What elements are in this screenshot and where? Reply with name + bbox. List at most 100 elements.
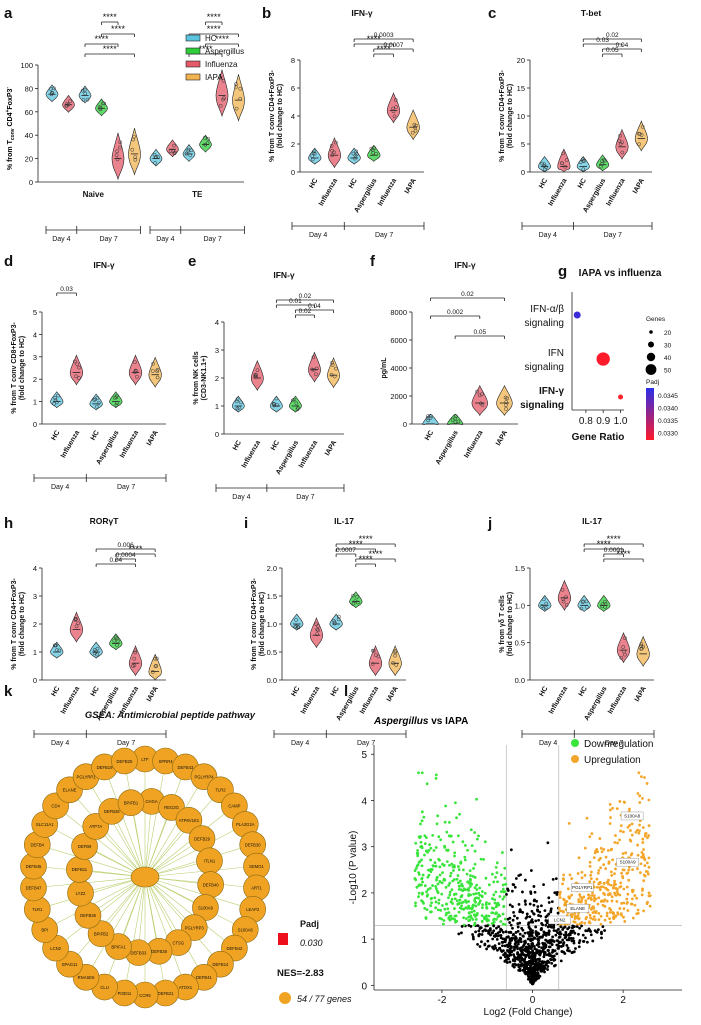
panel-j-violin-iapa-point (639, 647, 644, 651)
panel-b-violin-aspergillus-point (372, 146, 377, 150)
panel-l-point (476, 943, 479, 946)
panel-l-point (462, 887, 466, 891)
panel-l-point (589, 916, 592, 920)
panel-l-point (567, 933, 571, 937)
panel-l-point (447, 896, 450, 900)
panel-h-ytick-label: 0 (33, 676, 37, 685)
panel-d-xlabel-5: IAPA (146, 430, 160, 448)
panel-l-point (438, 880, 442, 884)
panel-k-edge (144, 876, 186, 988)
panel-k-gene-label: BPIFB1 (124, 801, 139, 806)
panel-l-point (636, 792, 640, 795)
panel-h-letter: h (4, 515, 13, 532)
panel-k-padj-title: Padj (300, 919, 319, 929)
panel-j-violin-aspergillus-point (603, 599, 607, 604)
panel-a-sig-label: **** (207, 12, 222, 22)
panel-j-ytick-label: 1.5 (515, 564, 525, 573)
panel-g-padj-title: Padj (646, 379, 659, 386)
panel-k-gene-label: ART1 (251, 886, 262, 891)
panel-j-ytick-label: 1.0 (515, 601, 525, 610)
panel-a-violin-point (153, 155, 158, 159)
panel-l-point (532, 945, 536, 948)
panel-i-xlabel-4: Influenza (359, 685, 380, 715)
panel-l-point (485, 917, 489, 921)
panel-l-point (568, 895, 572, 899)
panel-l-point (472, 937, 475, 941)
panel-j-violin-hc-point (541, 597, 546, 602)
panel-l-point (638, 794, 642, 798)
panel-d-violin-aspergillus-point (113, 396, 117, 400)
panel-e-violin-hc-point (235, 399, 239, 404)
panel-l-point (455, 816, 458, 820)
panel-i-violin-hc-point (293, 625, 298, 629)
panel-l-point (449, 871, 453, 875)
panel-b-violin-hc-point (354, 149, 359, 154)
panel-k-gene-node (117, 789, 145, 817)
panel-l-point (561, 938, 565, 942)
panel-l-point (468, 869, 472, 873)
panel-b-ylabel: % from T conv CD4+FoxP3- (269, 70, 276, 162)
panel-l-point (589, 873, 593, 877)
panel-b-letter: b (262, 5, 271, 22)
panel-l-point (638, 823, 641, 827)
panel-l-point (557, 944, 561, 948)
panel-f-violin-hc-point (429, 414, 433, 419)
panel-c-violin-iapa (634, 120, 648, 152)
panel-g-color-legend-label: 0.0345 (658, 393, 678, 400)
panel-a-violin-point (202, 135, 207, 140)
panel-l-point (553, 958, 557, 962)
panel-g-category-0: IFN-α/β (530, 304, 564, 315)
panel-l-point (542, 883, 545, 887)
panel-l-point (568, 873, 572, 877)
panel-a-violin-point (153, 161, 157, 165)
panel-i-ylabel-2: (fold change to HC) (259, 592, 266, 657)
panel-d-violin-hc-point (53, 396, 58, 400)
panel-l-point (533, 957, 537, 961)
panel-l-point (641, 826, 645, 829)
panel-l-point (441, 922, 445, 926)
panel-l-point (521, 890, 524, 894)
panel-e-violin-influenza-point (314, 372, 318, 377)
panel-f-violin-iapa-point (504, 403, 508, 408)
panel-l-legend-label: Downregulation (584, 739, 654, 750)
panel-l-point (630, 888, 634, 892)
panel-l-point (472, 923, 476, 927)
panel-l-point (460, 894, 464, 897)
panel-l-point (434, 864, 438, 868)
panel-l-point (467, 911, 471, 915)
panel-a-violin-point (155, 155, 160, 159)
panel-l-point (542, 943, 545, 947)
panel-h-violin-influenza (128, 645, 143, 677)
panel-l-point (597, 896, 601, 900)
panel-l-point (525, 915, 529, 919)
panel-j-sig-label: **** (597, 539, 612, 549)
panel-l-point (442, 863, 446, 867)
panel-l-point (638, 829, 641, 833)
panel-l-point (501, 930, 505, 934)
panel-l-point (478, 886, 482, 890)
panel-l-point (452, 869, 455, 872)
panel-i-violin-influenza-point (316, 628, 320, 633)
panel-k-gene-label: LTF (141, 757, 149, 762)
panel-e-violin-hc (269, 395, 283, 413)
panel-l-point (435, 887, 438, 891)
panel-g-category-1-b: signaling (525, 362, 564, 373)
panel-h-ytick-label: 1 (33, 648, 37, 657)
panel-l-point (619, 881, 623, 885)
panel-e-violin-aspergillus-point (296, 406, 300, 410)
panel-l-point (546, 968, 549, 971)
panel-l-point (584, 899, 588, 902)
panel-l-point (469, 924, 473, 928)
panel-l-point (592, 899, 596, 903)
panel-l-point (549, 957, 552, 961)
panel-f-violin-aspergillus-point (453, 420, 458, 424)
panel-l-point (613, 841, 617, 844)
panel-a-violin-point (238, 86, 243, 91)
panel-a-ytick-label: 60 (25, 108, 33, 117)
panel-l-point (594, 849, 597, 853)
panel-l-point (503, 923, 507, 926)
panel-l-point (469, 914, 473, 918)
panel-h-violin-influenza-point (133, 648, 138, 653)
panel-d-violin-iapa-point (155, 369, 160, 374)
panel-l-point (483, 891, 487, 895)
